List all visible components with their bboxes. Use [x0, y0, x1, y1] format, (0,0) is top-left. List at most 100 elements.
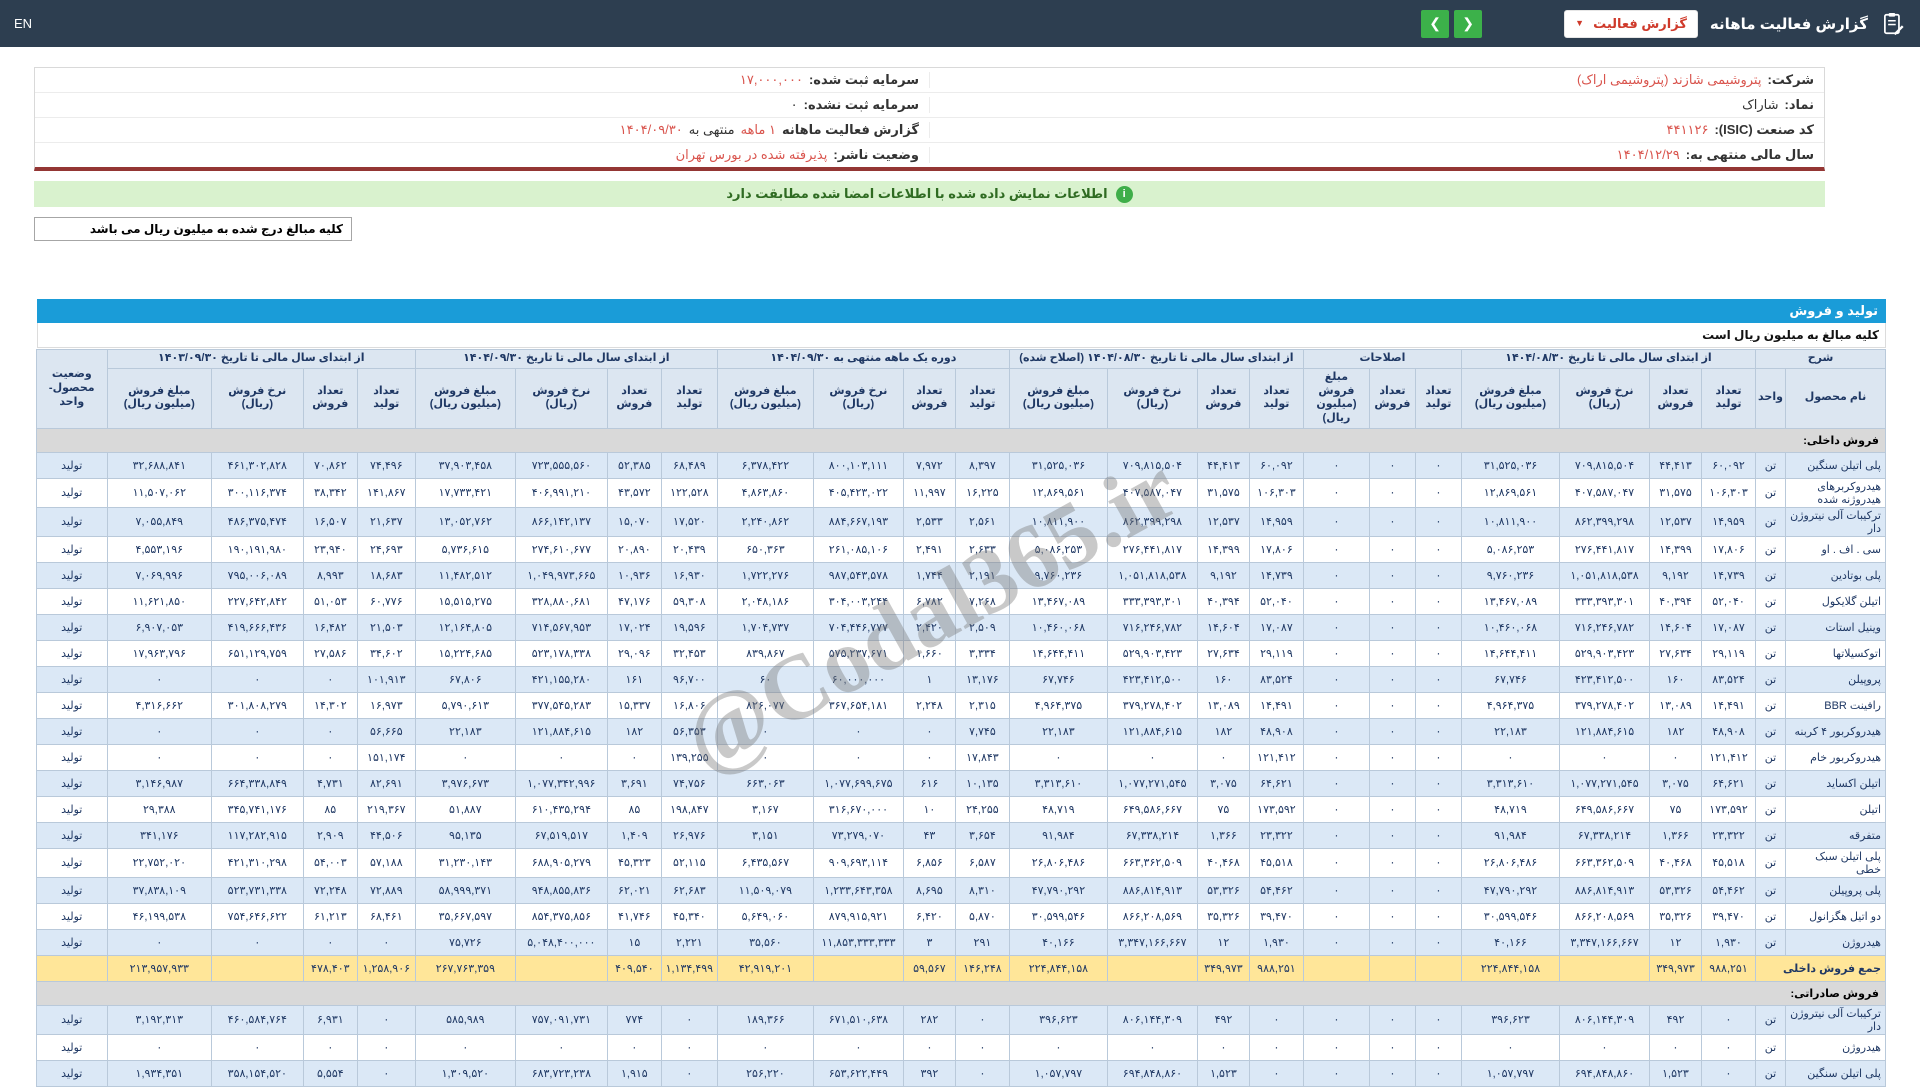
- value-cell: ۰: [954, 1004, 1010, 1035]
- value-cell: ۵۲۳,۷۳۱,۳۳۸: [210, 876, 304, 904]
- section-row: فروش صادراتی:: [35, 980, 1887, 1006]
- value-cell: ۱۷۳,۵۹۲: [1248, 795, 1304, 823]
- unit-cell: تن: [1755, 665, 1786, 693]
- section-label: فروش داخلی:: [35, 427, 1887, 453]
- value-cell: ۰: [1196, 1033, 1250, 1061]
- prev-period-button[interactable]: ❯: [1421, 9, 1450, 38]
- value-cell: ۹۱,۹۸۴: [1460, 821, 1561, 849]
- value-cell: ۵۲,۳۸۵: [606, 451, 662, 479]
- value-cell: ۳۴۱,۱۷۶: [106, 821, 212, 849]
- unit-cell: تن: [1755, 477, 1786, 508]
- col-header-unit: واحد: [1755, 367, 1786, 429]
- value-cell: ۷۵: [1649, 795, 1702, 823]
- value-cell: ۱۶۱: [606, 665, 662, 693]
- status-cell: تولید: [35, 506, 108, 537]
- product-row: اتوکسیلاتها تن ۲۹,۱۱۹ ۲۷,۶۳۴ ۵۲۹,۹۰۳,۴۲۳ ۱۴,۶…: [35, 639, 1886, 667]
- value-cell: ۳۰۰,۱۱۶,۳۷۴: [210, 477, 304, 508]
- value-cell: ۰: [1414, 821, 1462, 849]
- value-cell: ۱۳,۰۸۹: [1196, 691, 1250, 719]
- value-cell: ۱۲۱,۸۸۴,۶۱۵: [1559, 717, 1650, 745]
- value-cell: ۷۰۹,۸۱۵,۵۰۴: [1106, 451, 1198, 479]
- company-info-row: سال مالی منتهی به: ۱۴۰۴/۱۲/۲۹ وضعیت ناشر…: [35, 143, 1824, 167]
- value-cell: ۳۳۳,۳۹۳,۳۰۱: [1559, 587, 1650, 615]
- value-cell: ۳۸,۳۴۲: [302, 477, 358, 508]
- value-cell: ۶۸۸,۹۰۵,۲۷۹: [514, 847, 608, 878]
- total-label: جمع فروش داخلی: [1755, 954, 1886, 982]
- value-cell: ۴۰,۳۹۴: [1649, 587, 1702, 615]
- value-cell: ۱,۷۴۴: [902, 561, 956, 589]
- value-cell: ۰: [356, 928, 416, 956]
- value-cell: ۰: [106, 1033, 212, 1061]
- value-cell: ۹,۱۹۲: [1649, 561, 1702, 589]
- value-cell: ۶,۴۲۰: [902, 902, 956, 930]
- value-cell: ۱۴,۳۹۹: [1649, 535, 1702, 563]
- col-group-ytd-0830-adjusted: از ابتدای سال مالی تا تاریخ ۱۴۰۴/۰۸/۳۰ (…: [1008, 349, 1304, 369]
- value-cell: ۰: [1414, 795, 1462, 823]
- value-cell: ۹,۱۹۲: [1196, 561, 1250, 589]
- value-cell: ۵۶,۶۶۵: [356, 717, 416, 745]
- value-cell: ۹۵,۱۳۵: [414, 821, 516, 849]
- value-cell: ۶۱۰,۴۳۵,۲۹۴: [514, 795, 608, 823]
- value-cell: ۰: [1701, 1004, 1756, 1035]
- value-cell: ۶۱,۲۱۳: [302, 902, 358, 930]
- value-cell: ۱,۰۷۷,۶۹۹,۶۷۵: [812, 769, 904, 797]
- value-cell: ۶۰,۰۹۲: [1701, 451, 1756, 479]
- value-cell: ۵۸,۹۹۹,۳۷۱: [414, 876, 516, 904]
- product-name-cell: پلی پروپیلن: [1785, 876, 1886, 904]
- value-cell: ۳۱,۵۲۵,۰۳۶: [1008, 451, 1108, 479]
- value-cell: ۳۰,۵۹۹,۵۴۶: [1460, 902, 1561, 930]
- value-cell: ۰: [1302, 795, 1370, 823]
- col-header: نرخ فروش (ریال): [1106, 367, 1198, 429]
- value-cell: ۲۹,۱۱۹: [1248, 639, 1304, 667]
- value-cell: ۰: [1414, 535, 1462, 563]
- report-icon[interactable]: [1880, 11, 1906, 37]
- value-cell: ۱۷,۰۲۴: [606, 613, 662, 641]
- unit-cell: تن: [1755, 691, 1786, 719]
- value-cell: ۰: [1559, 743, 1650, 771]
- value-cell: ۱۲۲,۵۲۸: [660, 477, 718, 508]
- value-cell: ۱۹,۵۹۶: [660, 613, 718, 641]
- value-cell: ۰: [660, 1033, 718, 1061]
- value-cell: ۰: [1106, 1033, 1198, 1061]
- col-header: تعداد فروش: [902, 367, 956, 429]
- value-cell: ۳۴,۶۰۲: [356, 639, 416, 667]
- product-name-cell: متفرقه: [1785, 821, 1886, 849]
- value-cell: ۲۲,۱۸۳: [414, 717, 516, 745]
- value-cell: ۴۰,۱۶۶: [1460, 928, 1561, 956]
- value-cell: ۱۰۶,۳۰۳: [1701, 477, 1756, 508]
- language-toggle[interactable]: EN: [14, 16, 33, 31]
- next-period-button[interactable]: ❮: [1454, 9, 1483, 38]
- product-row: هیدروکربور خام تن ۱۲۱,۴۱۲ ۰ ۰ ۰ ۰ ۰ ۰ ۱۲۱,۴۱۲ ۰ ۰ ۰ ۱…: [35, 743, 1886, 771]
- value-cell: ۰: [106, 928, 212, 956]
- value-cell: ۳۱,۵۲۵,۰۳۶: [1460, 451, 1561, 479]
- value-cell: ۰: [1106, 743, 1198, 771]
- capital-field: سرمایه ثبت شده: ۱۷,۰۰۰,۰۰۰: [35, 72, 930, 88]
- value-cell: ۱۶,۵۰۷: [302, 506, 358, 537]
- value-cell: ۴۳,۵۷۲: [606, 477, 662, 508]
- value-cell: ۷۲,۲۴۸: [302, 876, 358, 904]
- value-cell: ۰: [1414, 717, 1462, 745]
- value-cell: ۰: [716, 1033, 814, 1061]
- value-cell: ۴۷۸,۴۰۳: [302, 954, 358, 982]
- value-cell: ۲,۴۲۰: [902, 613, 956, 641]
- value-cell: ۸۶۶,۲۰۸,۵۶۹: [1559, 902, 1650, 930]
- value-cell: ۱۱,۵۰۷,۰۶۲: [106, 477, 212, 508]
- col-group-adjustments: اصلاحات: [1302, 349, 1462, 369]
- unit-cell: تن: [1755, 821, 1786, 849]
- value-cell: ۱۲: [1649, 928, 1702, 956]
- product-name-cell: اتوکسیلاتها: [1785, 639, 1886, 667]
- value-cell: ۲۶,۸۰۶,۴۸۶: [1008, 847, 1108, 878]
- value-cell: ۱۰,۹۳۶: [606, 561, 662, 589]
- value-cell: ۰: [1248, 1004, 1304, 1035]
- value-cell: ۰: [812, 717, 904, 745]
- value-cell: ۰: [414, 743, 516, 771]
- report-type-select[interactable]: گزارش فعالیت ▼: [1564, 9, 1698, 38]
- value-cell: ۰: [1368, 743, 1416, 771]
- value-cell: ۵۲۹,۹۰۳,۴۲۳: [1559, 639, 1650, 667]
- value-cell: ۳۹۲: [902, 1059, 956, 1087]
- value-cell: ۲۶۷,۷۶۳,۳۵۹: [414, 954, 516, 982]
- value-cell: ۸۰۶,۱۴۴,۳۰۹: [1106, 1004, 1198, 1035]
- value-cell: ۶,۵۸۷: [954, 847, 1010, 878]
- value-cell: ۶۶۳,۳۶۲,۵۰۹: [1106, 847, 1198, 878]
